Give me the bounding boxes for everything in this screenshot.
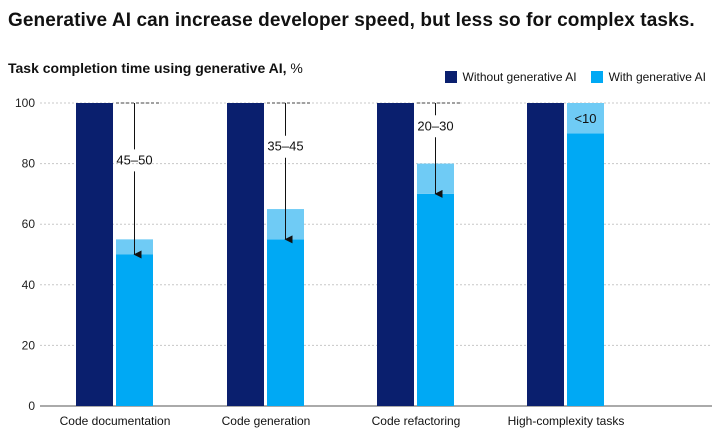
bar-without-code-generation <box>227 103 264 406</box>
bar-with-code-documentation <box>116 254 153 406</box>
annotation-label-code-documentation: 45–50 <box>116 152 152 167</box>
y-tick-label-80: 80 <box>22 157 36 171</box>
bar-with-code-refactoring <box>417 193 454 406</box>
y-tick-label-0: 0 <box>28 399 35 413</box>
chart-headline: Generative AI can increase developer spe… <box>8 10 695 31</box>
legend-item-without: Without generative AI <box>444 70 577 84</box>
annotation-label-code-refactoring: 20–30 <box>417 118 453 133</box>
legend-label-with: With generative AI <box>608 70 706 84</box>
y-tick-label-20: 20 <box>22 338 36 352</box>
chart-title: Task completion time using generative AI… <box>8 60 303 76</box>
y-tick-label-100: 100 <box>15 96 35 110</box>
y-tick-label-60: 60 <box>22 217 36 231</box>
y-tick-label-40: 40 <box>22 278 36 292</box>
bar-with-code-generation <box>267 239 304 406</box>
legend-swatch-with <box>590 71 603 83</box>
chart-title-unit: % <box>290 60 303 76</box>
annotations: 45–50 35–45 20–30 <10 <box>116 102 597 259</box>
x-category-label-code-documentation: Code documentation <box>60 414 171 428</box>
x-category-label-code-refactoring: Code refactoring <box>372 414 461 428</box>
axis-labels: 0 20 40 60 80 100 Code documentation Code gener… <box>15 96 624 428</box>
bar-with-high-complexity-tasks <box>567 133 604 407</box>
annotation-label-high-complexity-tasks: <10 <box>574 111 596 126</box>
legend-swatch-without <box>444 71 457 83</box>
x-category-label-code-generation: Code generation <box>222 414 311 428</box>
legend-item-with: With generative AI <box>590 70 706 84</box>
bar-with-range-high-complexity-tasks <box>567 103 604 134</box>
legend-label-without: Without generative AI <box>462 70 577 84</box>
bars <box>76 103 604 407</box>
bar-without-code-documentation <box>76 103 113 406</box>
legend: Without generative AI With generative AI <box>431 70 706 84</box>
annotation-label-code-generation: 35–45 <box>267 139 303 154</box>
x-category-label-high-complexity-tasks: High-complexity tasks <box>508 414 625 428</box>
bar-without-high-complexity-tasks <box>527 103 564 406</box>
chart-title-text: Task completion time using generative AI… <box>8 60 287 76</box>
bar-without-code-refactoring <box>377 103 414 406</box>
